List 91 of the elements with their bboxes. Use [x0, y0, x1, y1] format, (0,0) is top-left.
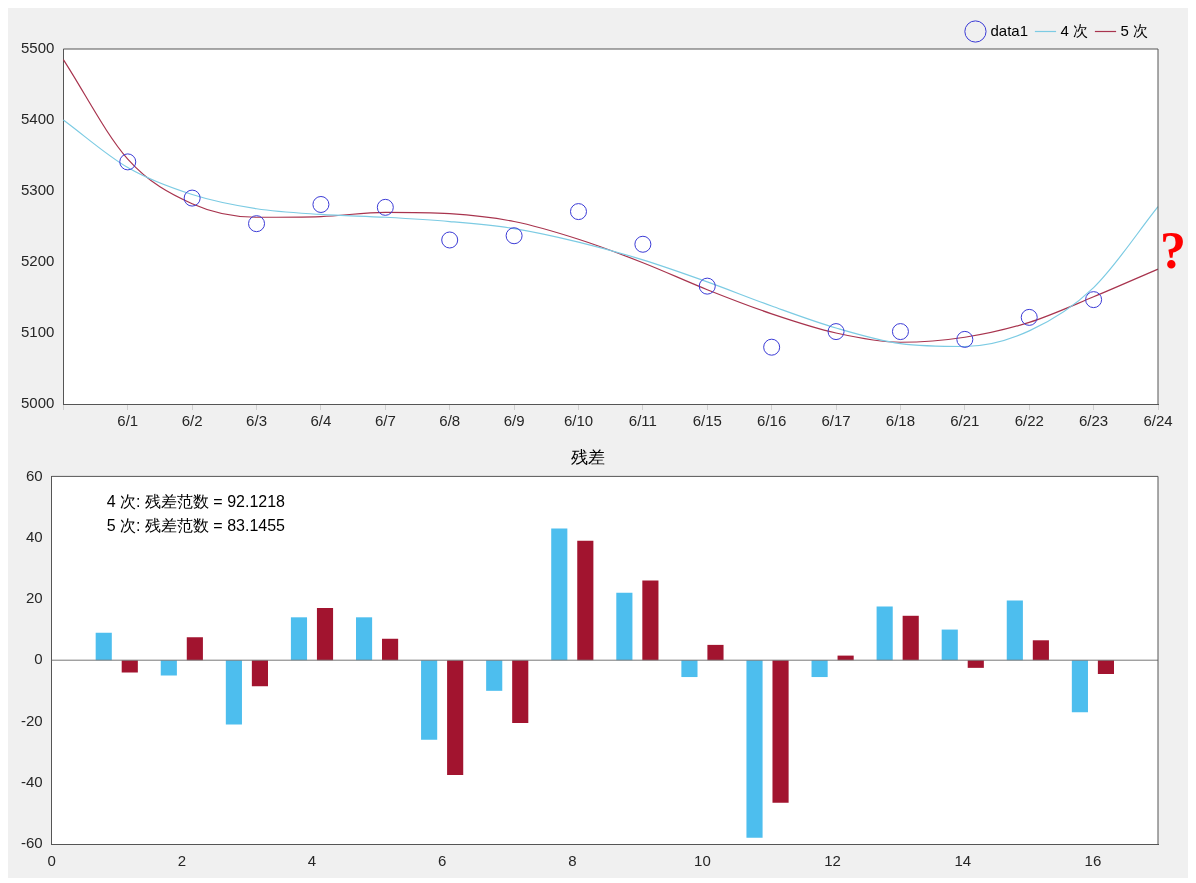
bar: [186, 637, 203, 661]
legend-label: data1: [990, 21, 1028, 39]
bar: [251, 660, 268, 687]
x-tick-label: 6/8: [439, 412, 461, 430]
y-tick-label: 5000: [20, 394, 55, 412]
x-tick-label: 6/23: [1079, 412, 1109, 430]
bar: [1097, 660, 1115, 674]
point: [634, 235, 652, 253]
y-tick-label: -20: [20, 711, 43, 729]
bar: [681, 660, 698, 678]
bar: [160, 660, 177, 676]
x-tick-label: 6/18: [885, 412, 916, 430]
bar: [512, 660, 529, 723]
bar: [225, 660, 242, 725]
x-tick-label: 12: [824, 852, 841, 870]
bar: [290, 617, 308, 661]
x-tick-label: 6/22: [1014, 412, 1044, 430]
annotation: 4 次: 残差范数 = 92.1218: [106, 492, 286, 510]
annotation: 5 次: 残差范数 = 83.1455: [106, 516, 286, 534]
x-tick-label: 6/21: [950, 412, 980, 430]
point: [505, 227, 523, 245]
y-tick-label: 40: [25, 527, 43, 545]
x-tick-label: 6/7: [374, 412, 396, 430]
bar: [772, 660, 789, 803]
x-tick-label: 10: [694, 852, 711, 870]
bar: [316, 608, 334, 661]
bar: [876, 606, 893, 661]
point: [441, 231, 459, 249]
y-tick-label: 5300: [20, 181, 55, 199]
y-tick-label: 5500: [20, 39, 55, 57]
line-series: [62, 119, 1159, 348]
bar: [486, 660, 503, 691]
point: [1085, 291, 1103, 309]
bar: [551, 528, 568, 661]
x-tick-label: 6/16: [757, 412, 787, 430]
bar: [642, 580, 659, 661]
point: [119, 153, 137, 171]
y-tick-label: 5100: [20, 323, 55, 341]
x-tick-label: 2: [177, 852, 187, 870]
x-tick-label: 6/1: [117, 412, 139, 430]
bar: [577, 540, 594, 661]
y-tick-label: -40: [20, 772, 43, 790]
x-tick-label: 6/4: [310, 412, 332, 430]
point: [891, 323, 909, 341]
legend-label: 5 次: [1120, 21, 1149, 39]
point: [569, 203, 587, 221]
y-tick-label: 5200: [20, 252, 55, 270]
bar: [811, 660, 828, 678]
legend-label: 4 次: [1060, 21, 1088, 39]
bar: [355, 617, 373, 661]
bar: [941, 629, 958, 661]
x-tick-label: 8: [568, 852, 577, 870]
chart-title: 残差: [571, 447, 605, 467]
x-tick-label: 6/11: [628, 412, 657, 430]
point: [763, 338, 781, 356]
point: [698, 277, 716, 295]
x-tick-label: 4: [307, 852, 317, 870]
bar: [746, 660, 763, 838]
x-tick-label: 6/17: [821, 412, 851, 430]
x-tick-label: 14: [954, 852, 972, 870]
y-tick-label: 60: [25, 466, 43, 484]
point: [376, 198, 394, 216]
x-tick-label: 6/15: [692, 412, 722, 430]
x-tick-label: 6/24: [1143, 412, 1173, 430]
point: [312, 195, 330, 213]
bar: [707, 644, 724, 661]
x-tick-label: 6/9: [503, 412, 525, 430]
point: [183, 189, 201, 207]
x-tick-label: 6/10: [563, 412, 594, 430]
bar: [382, 638, 399, 661]
bar: [616, 592, 633, 661]
point: [827, 323, 845, 341]
bar: [421, 660, 438, 740]
point: [1020, 308, 1038, 326]
point: [248, 215, 266, 233]
x-tick-label: 6: [437, 852, 447, 870]
y-tick-label: 20: [25, 589, 43, 607]
bar: [1032, 640, 1049, 661]
point: [956, 330, 974, 348]
bar: [1006, 600, 1023, 661]
y-tick-label: 5400: [20, 110, 55, 128]
bar: [902, 615, 919, 661]
x-tick-label: 6/2: [181, 412, 203, 430]
y-tick-label: 0: [34, 650, 43, 668]
bar: [447, 660, 464, 776]
bar: [1071, 660, 1088, 713]
text: ?: [1160, 222, 1186, 280]
bar: [95, 632, 112, 661]
x-tick-label: 16: [1084, 852, 1102, 870]
x-tick-label: 6/3: [246, 412, 267, 430]
y-tick-label: -60: [20, 834, 43, 852]
